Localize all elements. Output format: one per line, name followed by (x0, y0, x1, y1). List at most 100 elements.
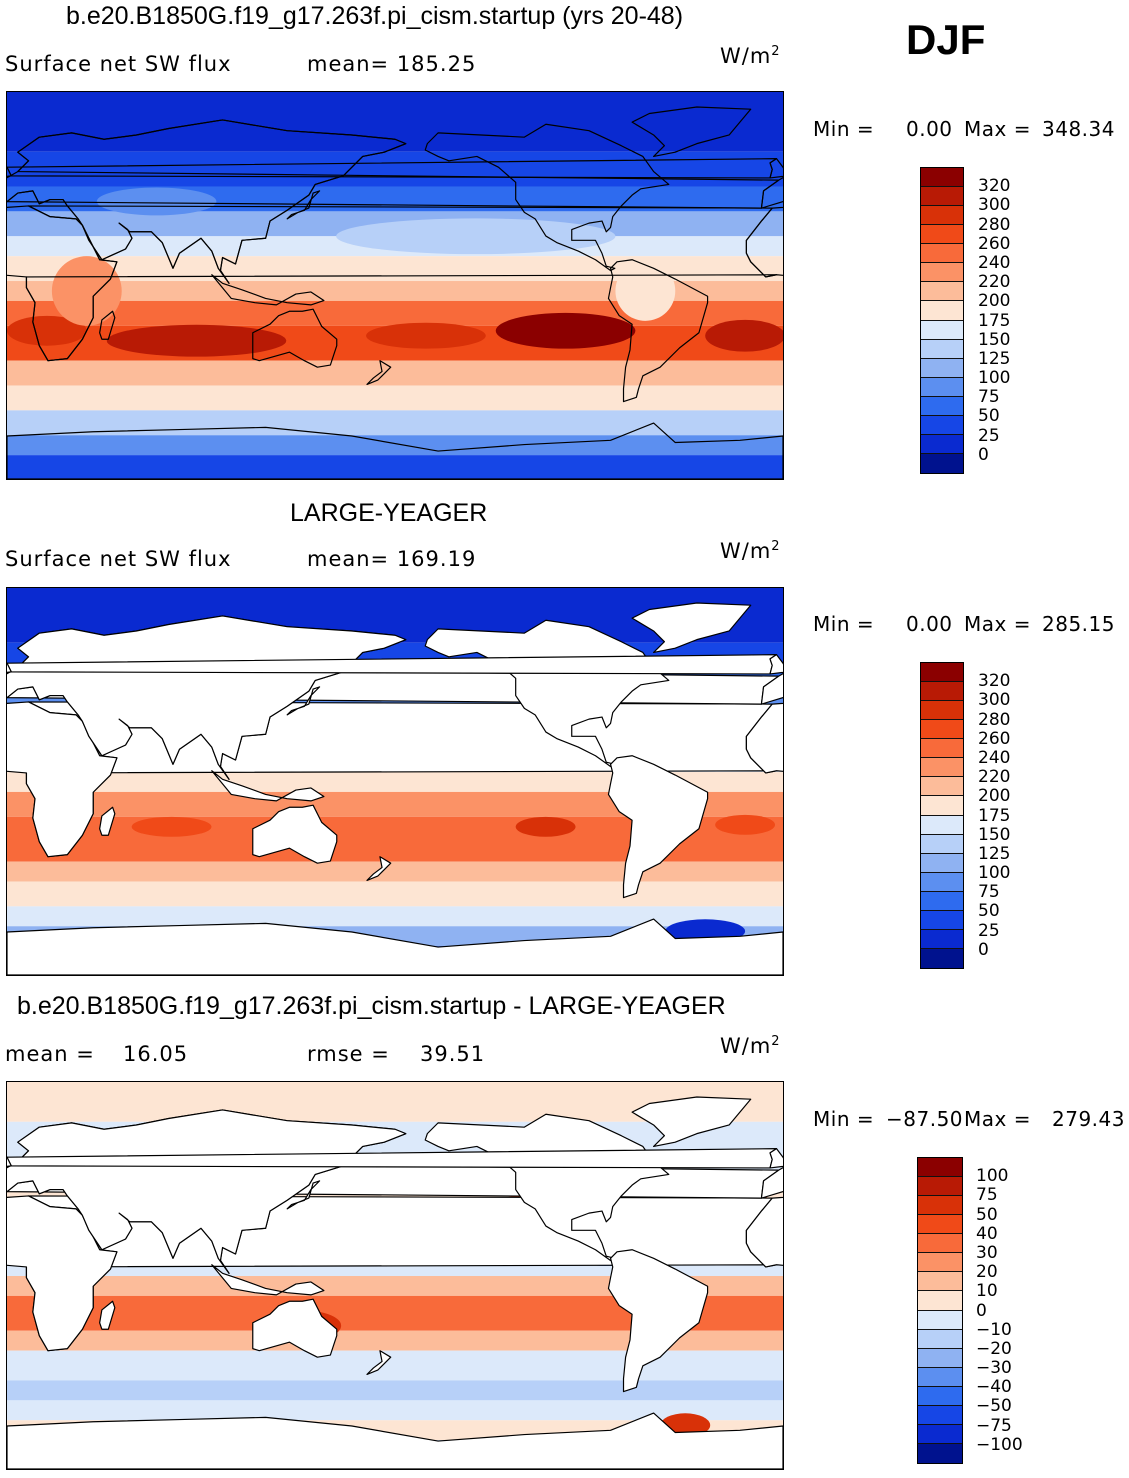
colorbar-tick-label: 220 (978, 767, 1011, 788)
coastline-indonesia (211, 1264, 325, 1296)
colorbar-tick-label: 175 (978, 310, 1011, 331)
colorbar-tick-label: 300 (978, 195, 1011, 216)
colorbar-tick-label: 260 (978, 728, 1011, 749)
colorbar-tick-label: 125 (978, 348, 1011, 369)
coastline-japan (286, 190, 321, 220)
colorbar-tick-label: −30 (976, 1358, 1012, 1379)
colorbar-tick-label: 50 (976, 1204, 998, 1225)
field-band (7, 281, 783, 301)
colorbar-swatch (921, 739, 963, 759)
colorbar-swatch (921, 815, 963, 835)
colorbar-tick-label: 150 (978, 824, 1011, 845)
colorbar-swatch (921, 929, 963, 949)
colorbar-swatch (918, 1253, 962, 1273)
coastline-australia (252, 308, 338, 368)
panel-3-max-label: Max = (964, 1107, 1031, 1131)
field-band (7, 1380, 783, 1401)
colorbar-tick-label: 240 (978, 252, 1011, 273)
colorbar-tick-label: 50 (978, 901, 1000, 922)
coastline-indonesia (211, 770, 325, 802)
colorbar-tick-label: 75 (976, 1185, 998, 1206)
coastline-europe_asia (760, 673, 783, 705)
coastline-africa (745, 1196, 783, 1268)
colorbar-tick-label: −50 (976, 1396, 1012, 1417)
field-blob (51, 256, 122, 326)
colorbar-tick-label: 25 (978, 920, 1000, 941)
field-band (7, 1330, 783, 1351)
colorbar-swatch (918, 1158, 962, 1178)
field-band (7, 435, 783, 456)
field-band (7, 881, 783, 907)
colorbar-tick-label: −20 (976, 1338, 1012, 1359)
season-label: DJF (906, 16, 986, 63)
colorbar-tick-label: 0 (976, 1300, 987, 1321)
colorbar-swatch (921, 891, 963, 911)
panel-3-mean-label: mean = (5, 1042, 95, 1066)
colorbar-swatch (921, 663, 963, 683)
colorbar-tick-label: 100 (978, 368, 1011, 389)
colorbar-tick-label: 280 (978, 214, 1011, 235)
colorbar-swatch (921, 225, 963, 245)
colorbar-tick-label: 100 (978, 863, 1011, 884)
panel-3-mean-value: 16.05 (123, 1042, 189, 1066)
coastline-australia (252, 1298, 338, 1358)
colorbar-swatch (921, 396, 963, 416)
colorbar-swatch (921, 796, 963, 816)
colorbar-swatch (918, 1272, 962, 1292)
coastline-japan (286, 1180, 321, 1210)
coastline-antarctica (7, 422, 783, 479)
colorbar-swatch (921, 720, 963, 740)
colorbar-swatch (918, 1367, 962, 1387)
colorbar-swatch (921, 301, 963, 321)
colorbar-tick-label: 200 (978, 786, 1011, 807)
colorbar-tick-label: 220 (978, 272, 1011, 293)
coastline-madagascar (99, 806, 116, 836)
field-blob (615, 261, 676, 321)
colorbar-tick-label: 75 (978, 387, 1000, 408)
field-band (7, 906, 783, 927)
colorbar-tick-label: 175 (978, 805, 1011, 826)
coastline-europe_asia (7, 119, 407, 284)
colorbar-tick-label: 20 (976, 1262, 998, 1283)
panel-1-colorbar (920, 167, 964, 474)
coastline-s_america (607, 1249, 709, 1393)
colorbar-tick-label: 280 (978, 709, 1011, 730)
panel-3-units: W/m2 (720, 1034, 781, 1058)
colorbar-swatch (918, 1329, 962, 1349)
panel-2-mean-label: mean= 169.19 (307, 547, 477, 571)
field-band (7, 1400, 783, 1421)
field-blob (705, 319, 783, 352)
panel-1-units: W/m2 (720, 44, 781, 68)
colorbar-swatch (921, 339, 963, 359)
colorbar-tick-label: 240 (978, 747, 1011, 768)
coastline-africa (745, 702, 783, 774)
colorbar-swatch (921, 320, 963, 340)
colorbar-swatch (921, 453, 963, 473)
colorbar-tick-label: −40 (976, 1377, 1012, 1398)
panel-2-max-value: 285.15 (1042, 612, 1115, 636)
panel-1-min-value: 0.00 (906, 117, 953, 141)
colorbar-swatch (921, 872, 963, 892)
field-blob (106, 324, 287, 357)
colorbar-swatch (921, 282, 963, 302)
coastline-n_america (424, 123, 670, 272)
colorbar-tick-label: −100 (976, 1434, 1023, 1455)
panel-1-variable-label: Surface net SW flux (5, 52, 232, 76)
coastline-europe_asia (7, 1109, 407, 1274)
panel-3-min-label: Min = (813, 1107, 875, 1131)
field-band (7, 385, 783, 411)
colorbar-swatch (921, 910, 963, 930)
coastline-greenland (631, 1096, 752, 1148)
panel-2-title: LARGE-YEAGER (290, 499, 488, 527)
colorbar-swatch (918, 1215, 962, 1235)
panel-1-colorbar-labels: 320 300 280 260 240 220 200 175 150 125 100 75 50 25 0 (978, 167, 1038, 474)
colorbar-tick-label: 320 (978, 176, 1011, 197)
panel-3-min-value: −87.50 (886, 1107, 964, 1131)
field-blob (366, 322, 486, 349)
coastline-africa (745, 206, 783, 278)
colorbar-tick-label: 300 (978, 690, 1011, 711)
panel-3-map (6, 1081, 784, 1470)
colorbar-tick-label: 100 (976, 1166, 1009, 1187)
colorbar-tick-label: −75 (976, 1415, 1012, 1436)
coastline-japan (286, 686, 321, 716)
